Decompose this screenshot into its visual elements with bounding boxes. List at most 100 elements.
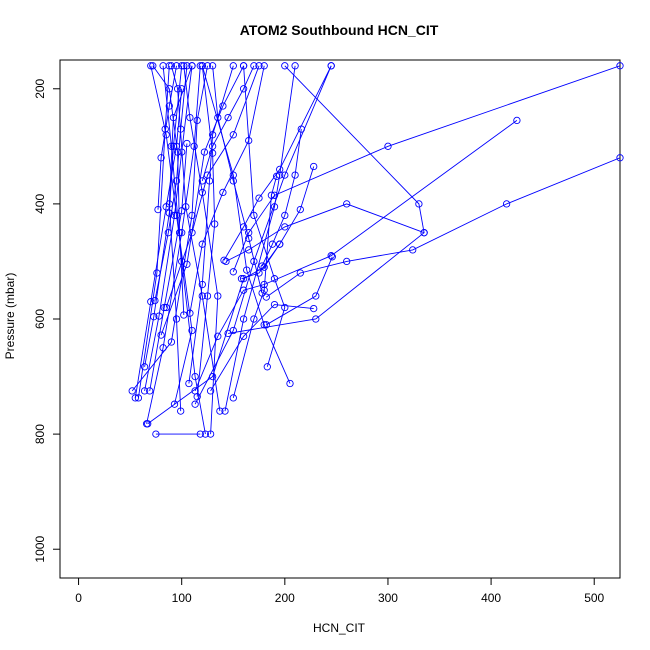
data-point (415, 200, 423, 208)
data-point (237, 275, 246, 283)
data-point (616, 62, 624, 70)
data-point (343, 200, 351, 208)
series-line (152, 65, 185, 316)
data-point (190, 142, 198, 150)
data-point (198, 240, 206, 248)
series-line (266, 256, 333, 326)
data-point (186, 113, 194, 122)
data-point (239, 85, 248, 93)
series-28 (149, 62, 188, 319)
data-point (165, 62, 173, 70)
data-point (203, 292, 212, 300)
y-tick-label: 200 (33, 78, 47, 98)
data-point (224, 113, 232, 122)
series-37 (222, 200, 428, 266)
data-point (224, 329, 232, 338)
data-point (310, 304, 318, 313)
x-tick-label: 400 (481, 591, 501, 605)
plot-frame (59, 59, 621, 579)
data-point (198, 292, 206, 300)
data-point (258, 289, 266, 297)
data-point (420, 229, 428, 237)
series-23 (140, 62, 186, 371)
data-point (502, 200, 511, 208)
data-point (157, 331, 165, 339)
data-point (214, 113, 222, 122)
data-point (165, 209, 173, 217)
data-point (229, 268, 237, 276)
data-point (276, 171, 284, 179)
data-point (200, 148, 209, 156)
series-1 (152, 430, 204, 438)
series-26 (262, 253, 336, 329)
data-point (270, 203, 279, 211)
chart-title: ATOM2 Southbound HCN_CIT (240, 22, 439, 38)
data-point (191, 400, 199, 408)
data-point (216, 407, 224, 415)
x-axis-label: HCN_CIT (313, 621, 366, 635)
data-point (616, 154, 624, 162)
data-point (180, 62, 188, 70)
data-point (384, 142, 392, 150)
data-point (193, 116, 201, 125)
data-point (160, 303, 168, 312)
series-line (170, 65, 221, 412)
y-tick-label: 1000 (33, 536, 47, 563)
data-point (144, 420, 152, 428)
data-point (167, 142, 176, 150)
data-point (149, 62, 157, 70)
data-point (239, 315, 248, 323)
data-point (196, 62, 204, 70)
series-39 (198, 62, 258, 185)
data-point (219, 188, 227, 197)
data-point (188, 211, 196, 220)
data-point (183, 260, 191, 268)
data-point (198, 177, 206, 185)
data-point (155, 312, 163, 320)
series-line (137, 65, 170, 398)
data-point (255, 62, 263, 70)
data-point (172, 315, 181, 323)
data-point (222, 257, 230, 266)
data-point (183, 139, 191, 148)
series-15 (128, 62, 212, 395)
data-point (310, 162, 318, 171)
data-point (262, 293, 270, 301)
data-point (206, 387, 215, 395)
series-line (210, 304, 314, 392)
data-point (281, 62, 289, 70)
series-34 (258, 125, 305, 270)
series-36 (229, 62, 624, 276)
data-point (291, 171, 299, 179)
data-point (140, 387, 149, 395)
data-point (201, 430, 210, 438)
data-point (206, 430, 215, 438)
data-point (214, 292, 222, 300)
data-point (157, 154, 165, 162)
data-point (219, 102, 227, 110)
series-19 (206, 300, 318, 395)
data-point (229, 131, 237, 139)
data-point (167, 338, 176, 346)
series-9 (167, 62, 224, 415)
series-line (266, 157, 620, 298)
data-point (140, 363, 149, 371)
data-point (198, 62, 206, 70)
data-point (177, 407, 185, 415)
data-point (196, 430, 204, 438)
series-38 (154, 62, 181, 214)
data-point (183, 62, 191, 70)
data-point (170, 400, 179, 408)
series-line (261, 129, 302, 267)
data-point (255, 194, 263, 202)
data-point (409, 246, 417, 254)
data-point (178, 207, 186, 215)
data-point (255, 269, 263, 277)
data-point (164, 229, 172, 237)
data-point (245, 229, 253, 237)
data-point (152, 430, 160, 438)
data-point (291, 62, 299, 70)
x-tick-label: 100 (172, 591, 192, 605)
data-point (208, 149, 217, 157)
